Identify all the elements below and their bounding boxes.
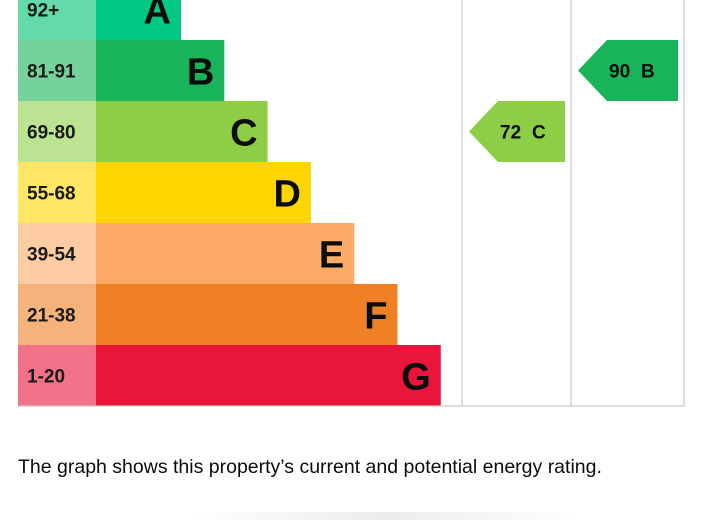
- band-bar: [96, 345, 441, 406]
- rating-band-f: 21-38 F: [18, 284, 398, 345]
- range-label: 39-54: [27, 245, 76, 266]
- range-label: 92+: [27, 1, 59, 22]
- range-label: 81-91: [27, 62, 76, 83]
- range-label: 55-68: [27, 184, 76, 205]
- band-letter: C: [230, 113, 257, 155]
- range-cell: [18, 40, 96, 101]
- faded-text-line: [190, 512, 580, 520]
- range-cell: [18, 345, 96, 406]
- band-bar: [96, 162, 311, 223]
- rating-band-b: 81-91 B: [18, 40, 225, 101]
- band-letter: E: [319, 235, 344, 277]
- potential-rating-letter: B: [641, 62, 655, 83]
- range-label: 1-20: [27, 367, 65, 388]
- band-bar: [96, 284, 398, 345]
- rating-markers: 72 C 90 B: [469, 40, 678, 162]
- range-cell: [18, 284, 96, 345]
- band-bar: [96, 40, 225, 101]
- range-cell: [18, 223, 96, 284]
- potential-rating-score: 90: [609, 62, 630, 83]
- band-bar: [96, 101, 268, 162]
- band-letter: F: [364, 296, 387, 338]
- potential-rating-arrow: [578, 40, 678, 101]
- current-rating-arrow: [469, 101, 565, 162]
- range-cell: [18, 162, 96, 223]
- current-rating: 72 C: [469, 101, 565, 162]
- rating-band-c: 69-80 C: [18, 101, 268, 162]
- rating-band-g: 1-20 G: [18, 345, 441, 406]
- current-rating-letter: C: [532, 123, 546, 144]
- rating-band-e: 39-54 E: [18, 223, 355, 284]
- rating-bands: 92+ A 81-91 B 69-80 C 55-68 D 39-54 E 21-38 F 1-20 G: [18, 0, 441, 406]
- range-label: 69-80: [27, 123, 76, 144]
- epc-rating-chart: 92+ A81-91 B69-80 C55-68 D39-54 E21-38 F1-20 G …: [18, 0, 685, 407]
- range-cell: [18, 0, 96, 40]
- chart-frame: [18, 0, 685, 407]
- band-bar: [96, 0, 181, 40]
- range-cell: [18, 101, 96, 162]
- chart-caption: The graph shows this property’s current …: [18, 456, 602, 478]
- current-rating-score: 72: [500, 123, 521, 144]
- band-letter: B: [187, 52, 214, 94]
- rating-band-d: 55-68 D: [18, 162, 311, 223]
- band-bar: [96, 223, 355, 284]
- band-letter: A: [144, 0, 171, 33]
- band-letter: D: [273, 174, 300, 216]
- range-label: 21-38: [27, 306, 76, 327]
- rating-band-a: 92+ A: [18, 0, 181, 40]
- potential-rating: 90 B: [578, 40, 678, 101]
- band-letter: G: [401, 357, 431, 399]
